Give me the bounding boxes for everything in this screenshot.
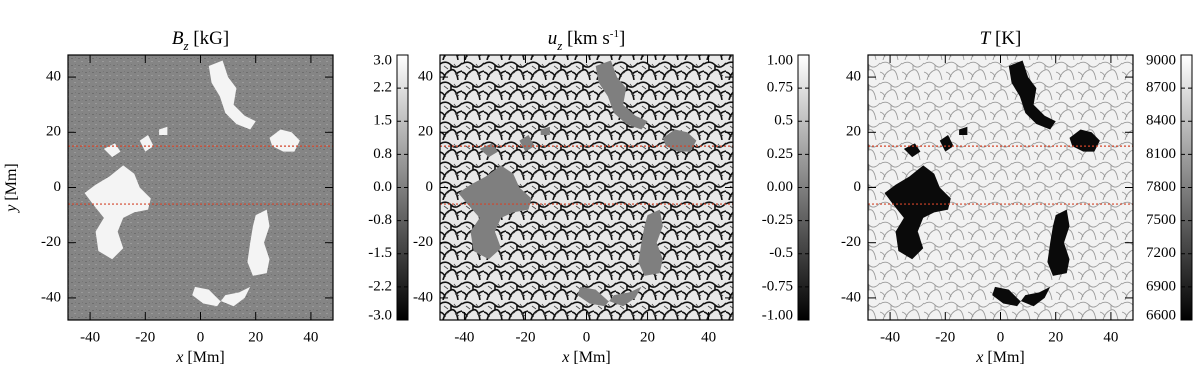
title: Bz [kG] <box>172 28 229 53</box>
colorbar-tick-label: -1.00 <box>762 307 793 323</box>
colorbar-tick-label: 8100 <box>1146 146 1176 162</box>
axlabel: x [Mm] <box>975 349 1024 366</box>
colorbar-tick-label: 0.8 <box>373 146 392 162</box>
title: T [K] <box>980 28 1022 49</box>
title-part: ] <box>619 28 625 49</box>
axlabel-part: y <box>3 204 20 214</box>
x-tick-label: 20 <box>248 329 263 345</box>
title: uz [km s-1] <box>548 28 626 54</box>
title-part: -1 <box>610 28 619 40</box>
x-tick-label: 0 <box>197 329 205 345</box>
colorbar-tick-label: 0.25 <box>767 146 793 162</box>
title-part: z <box>182 38 188 53</box>
colorbar-tick-label: 8400 <box>1146 113 1176 129</box>
title-part: [kG] <box>189 28 230 49</box>
colorbar-tick-label: 1.00 <box>767 52 793 68</box>
title-part: [km s <box>562 28 610 49</box>
axlabel-part: [Mm] <box>183 349 224 366</box>
colorbar-tick-label: 0.0 <box>373 179 392 195</box>
y-tick-label: 20 <box>418 124 433 140</box>
y-tick-label: 40 <box>46 69 61 85</box>
y-tick-label: 0 <box>854 179 862 195</box>
colorbar-tick-label: 3.0 <box>373 52 392 68</box>
title-part: z <box>556 38 562 53</box>
y-tick-label: -40 <box>841 289 861 305</box>
y-tick-label: -20 <box>841 234 861 250</box>
colorbar-tick-label: 6600 <box>1146 307 1176 323</box>
title-part: B <box>172 28 184 49</box>
y-tick-label: -20 <box>413 234 433 250</box>
x-tick-label: 40 <box>303 329 318 345</box>
colorbar-tick-label: -0.75 <box>762 278 793 294</box>
axlabel: y [Mm] <box>3 163 20 213</box>
colorbar-tick-label: 2.2 <box>373 80 392 96</box>
colorbar-tick-label: 7200 <box>1146 245 1176 261</box>
y-tick-label: 40 <box>418 69 433 85</box>
panel: -40 -20 0 20 40 -40 -20 0 20 40 uz [km s-1] x [Mm] 1… <box>413 28 810 366</box>
colorbar-tick-label: -0.8 <box>368 212 392 228</box>
axlabel: x [Mm] <box>561 349 610 366</box>
axlabel-part: [Mm] <box>983 349 1024 366</box>
title-part: T <box>980 28 992 49</box>
colorbar-tick-label: 0.00 <box>767 179 793 195</box>
colorbar-tick-label: 7800 <box>1146 179 1176 195</box>
colorbar-tick-label: 9000 <box>1146 52 1176 68</box>
y-tick-label: -40 <box>413 289 433 305</box>
x-tick-label: 40 <box>1103 329 1118 345</box>
colorbar-tick-label: 1.5 <box>373 113 392 129</box>
y-tick-label: 20 <box>46 124 61 140</box>
axlabel-part: x <box>561 349 569 366</box>
x-tick-label: -40 <box>880 329 900 345</box>
x-tick-label: -40 <box>80 329 100 345</box>
x-tick-label: 40 <box>701 329 716 345</box>
y-tick-label: -40 <box>41 289 61 305</box>
axlabel: x [Mm] <box>175 349 224 366</box>
title-part: [K] <box>990 28 1021 49</box>
colorbar-tick-label: 8700 <box>1146 80 1176 96</box>
axlabel-part: x <box>175 349 183 366</box>
x-tick-label: 20 <box>1048 329 1063 345</box>
colorbar-tick-label: 7500 <box>1146 212 1176 228</box>
colorbar-tick-label: -2.2 <box>368 278 392 294</box>
x-tick-label: -40 <box>454 329 474 345</box>
panel: -40 -20 0 20 40 -40 -20 0 20 40 T [K] x [Mm] 9000 870… <box>841 28 1193 366</box>
colorbar-tick-label: -1.5 <box>368 245 392 261</box>
axlabel-part: [Mm] <box>3 163 20 204</box>
x-tick-label: 20 <box>640 329 655 345</box>
x-tick-label: -20 <box>135 329 155 345</box>
x-tick-label: -20 <box>935 329 955 345</box>
colorbar-tick-label: 0.5 <box>774 113 793 129</box>
colorbar-tick-label: -0.5 <box>769 245 793 261</box>
x-tick-label: 0 <box>583 329 591 345</box>
axlabel-part: x <box>975 349 983 366</box>
x-tick-label: 0 <box>997 329 1005 345</box>
y-tick-label: -20 <box>41 234 61 250</box>
x-tick-label: -20 <box>515 329 535 345</box>
axlabel-part: [Mm] <box>569 349 610 366</box>
title-part: u <box>548 28 558 49</box>
colorbar-tick-label: 6900 <box>1146 278 1176 294</box>
y-tick-label: 0 <box>426 179 434 195</box>
y-tick-label: 40 <box>846 69 861 85</box>
colorbar-tick-label: 0.75 <box>767 80 793 96</box>
y-tick-label: 20 <box>846 124 861 140</box>
colorbar-tick-label: -3.0 <box>368 307 392 323</box>
colorbar-tick-label: -0.25 <box>762 212 793 228</box>
y-tick-label: 0 <box>54 179 62 195</box>
